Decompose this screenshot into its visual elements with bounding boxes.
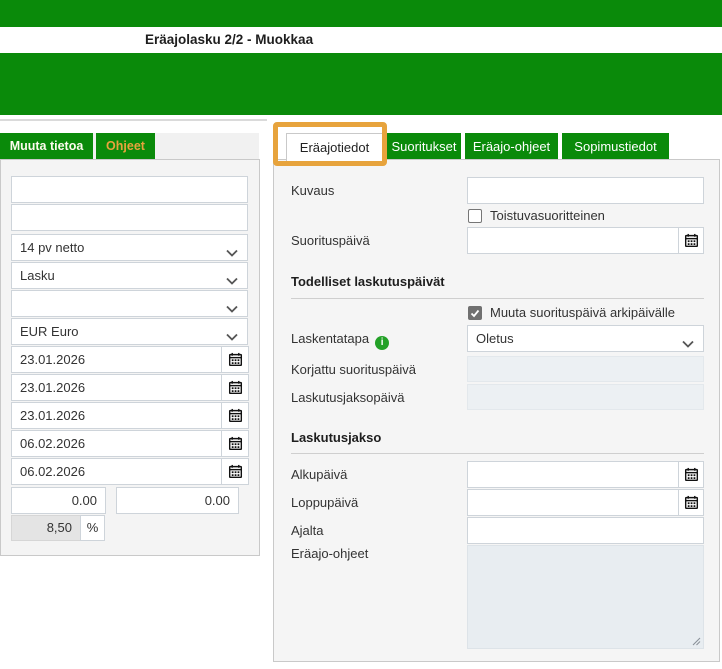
section-todelliset-laskutuspaivat: Todelliset laskutuspäivät: [291, 274, 445, 289]
info-icon[interactable]: [375, 336, 390, 350]
muuta-arkipaivalle-checkbox[interactable]: [468, 306, 482, 320]
invoice-type-select[interactable]: Lasku: [11, 262, 248, 289]
date-field[interactable]: [11, 374, 222, 401]
tab-suoritukset[interactable]: Suoritukset: [387, 133, 461, 159]
batch-run-form-panel: Kuvaus Toistuvasuoritteinen Suorituspäiv…: [273, 159, 720, 662]
page-title: Eräajolasku 2/2 - Muokkaa: [145, 32, 314, 47]
left-date-row: [11, 458, 249, 485]
chevron-down-icon: [226, 273, 238, 288]
section-divider: [291, 453, 704, 454]
left-date-row: [11, 402, 249, 429]
amount-field-2[interactable]: [116, 487, 239, 514]
laskentatapa-label: Laskentatapa: [291, 325, 390, 352]
suorituspaiva-row: [467, 227, 704, 254]
loppupaiva-row: [467, 489, 704, 516]
left-date-row: [11, 430, 249, 457]
tab-label: Muuta tietoa: [9, 139, 84, 153]
calendar-icon[interactable]: [221, 430, 249, 457]
top-green-bar: [0, 0, 722, 27]
date-field[interactable]: [11, 458, 222, 485]
calendar-icon[interactable]: [678, 461, 704, 488]
calendar-icon[interactable]: [221, 346, 249, 373]
left-panel-top-divider: [0, 119, 267, 121]
left-date-row: [11, 374, 249, 401]
date-field[interactable]: [11, 430, 222, 457]
chevron-down-icon: [226, 245, 238, 260]
percent-suffix: %: [80, 515, 105, 541]
eraajo-ohjeet-label: Eräajo-ohjeet: [291, 546, 369, 561]
eraajo-ohjeet-textarea: [467, 545, 704, 649]
select-value: Oletus: [476, 331, 514, 346]
tab-sopimustiedot[interactable]: Sopimustiedot: [562, 133, 669, 159]
alkupaiva-input[interactable]: [467, 461, 679, 488]
date-field[interactable]: [11, 402, 222, 429]
tab-eraajotiedot[interactable]: Eräajotiedot: [286, 133, 383, 161]
check-icon: [470, 309, 480, 318]
tab-ohjeet[interactable]: Ohjeet: [96, 133, 155, 159]
section-laskutusjakso: Laskutusjakso: [291, 430, 382, 445]
calendar-icon[interactable]: [678, 227, 704, 254]
calendar-icon[interactable]: [678, 489, 704, 516]
left-text-field-2[interactable]: [11, 204, 248, 231]
tab-eraajo-ohjeet[interactable]: Eräajo-ohjeet: [465, 133, 558, 159]
tab-label: Suoritukset: [391, 138, 457, 154]
select-value: 14 pv netto: [20, 240, 85, 255]
date-field[interactable]: [11, 346, 222, 373]
percent-field: 8,50: [11, 515, 81, 541]
tab-label: Ohjeet: [106, 139, 145, 153]
toistuvasuoritteinen-checkbox[interactable]: [468, 209, 482, 223]
currency-select[interactable]: EUR Euro: [11, 318, 248, 345]
header-green-band: [0, 53, 722, 115]
alkupaiva-label: Alkupäivä: [291, 467, 348, 482]
left-form-panel: 14 pv netto Lasku EUR Euro: [0, 159, 260, 556]
muuta-arkipaivalle-label: Muuta suorituspäivä arkipäivälle: [490, 305, 675, 320]
tab-label: Sopimustiedot: [574, 138, 657, 154]
resize-handle-icon[interactable]: [691, 636, 701, 646]
laskutusjaksopaiva-label: Laskutusjaksopäivä: [291, 390, 405, 405]
tab-label: Eräajotiedot: [299, 140, 370, 155]
amount-field-1[interactable]: [11, 487, 106, 514]
chevron-down-icon: [226, 329, 238, 344]
laskutusjaksopaiva-field: [467, 384, 704, 410]
empty-select[interactable]: [11, 290, 248, 317]
ajalta-input[interactable]: [467, 517, 704, 544]
left-date-row: [11, 346, 249, 373]
kuvaus-input[interactable]: [467, 177, 704, 204]
chevron-down-icon: [682, 336, 694, 351]
percent-value: 8,50: [46, 520, 72, 535]
tab-muuta-tietoa[interactable]: Muuta tietoa: [0, 133, 93, 159]
korjattu-suorituspaiva-field: [467, 356, 704, 382]
kuvaus-label: Kuvaus: [291, 183, 335, 198]
toistuvasuoritteinen-label: Toistuvasuoritteinen: [490, 208, 605, 223]
suorituspaiva-input[interactable]: [467, 227, 679, 254]
calendar-icon[interactable]: [221, 458, 249, 485]
loppupaiva-label: Loppupäivä: [291, 495, 359, 510]
korjattu-suorituspaiva-label: Korjattu suorituspäivä: [291, 362, 417, 377]
left-text-field-1[interactable]: [11, 176, 248, 203]
calendar-icon[interactable]: [221, 402, 249, 429]
select-value: EUR Euro: [20, 324, 79, 339]
section-divider: [291, 298, 704, 299]
select-value: Lasku: [20, 268, 55, 283]
suorituspaiva-label: Suorituspäivä: [291, 233, 370, 248]
payment-terms-select[interactable]: 14 pv netto: [11, 234, 248, 261]
tab-label: Eräajo-ohjeet: [472, 138, 551, 154]
loppupaiva-input[interactable]: [467, 489, 679, 516]
laskentatapa-select[interactable]: Oletus: [467, 325, 704, 352]
alkupaiva-row: [467, 461, 704, 488]
ajalta-label: Ajalta: [291, 523, 324, 538]
title-bar: Eräajolasku 2/2 - Muokkaa: [0, 27, 722, 53]
chevron-down-icon: [226, 301, 238, 316]
calendar-icon[interactable]: [221, 374, 249, 401]
